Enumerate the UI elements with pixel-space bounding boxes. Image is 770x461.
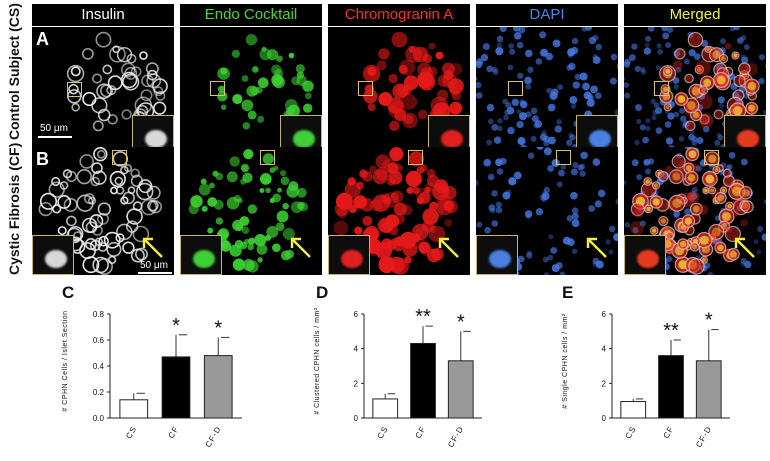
roi-box [508, 81, 523, 96]
y-tick-label: 6 [602, 310, 607, 319]
arrow-icon [142, 237, 163, 258]
micrograph-cs-endo-cocktail [180, 27, 322, 155]
scale-bar-label: 50 μm [140, 260, 168, 271]
zoom-inset [180, 235, 222, 275]
bar [372, 398, 399, 419]
channel-title-dapi: DAPI [476, 4, 618, 26]
zoom-inset [328, 235, 370, 275]
bar [203, 355, 233, 419]
channel-title-endo-cocktail: Endo Cocktail [180, 4, 322, 26]
significance-label: * [214, 317, 222, 339]
significance-label: * [457, 311, 465, 333]
micrograph-cs-chromogranin-a [328, 27, 470, 155]
chart-letter-d: D [316, 283, 329, 302]
scale-bar [138, 272, 172, 274]
micrograph-cf-dapi [476, 147, 618, 275]
arrow-icon [290, 237, 311, 258]
bar [161, 356, 191, 419]
channel-title-insulin: Insulin [32, 4, 174, 26]
x-tick-label: CF [662, 425, 676, 440]
y-tick-label: 4 [354, 345, 359, 354]
bar [447, 360, 474, 419]
bar [620, 401, 647, 419]
chart-letter-c: C [62, 283, 75, 302]
y-tick-label: 0.4 [93, 362, 105, 371]
chart-letter-e: E [562, 283, 574, 302]
significance-label: ** [415, 306, 431, 328]
y-tick-label: 0 [354, 414, 359, 423]
channel-title-chromogranin-a: Chromogranin A [328, 4, 470, 26]
zoom-inset [32, 235, 74, 275]
roi-box [654, 81, 669, 96]
arrow-icon [734, 237, 755, 258]
roi-box [704, 150, 719, 165]
x-tick-label: CS [624, 425, 638, 441]
significance-label: * [705, 310, 713, 332]
y-tick-label: 0.2 [93, 388, 105, 397]
bar [119, 399, 149, 419]
scale-bar-label: 50 μm [40, 123, 68, 134]
micrograph-cf-merged [624, 147, 766, 275]
roi-box [67, 82, 82, 97]
significance-label: ** [663, 320, 679, 342]
panel-letter-b: B [36, 149, 49, 169]
roi-box [408, 150, 423, 165]
significance-label: * [172, 315, 180, 337]
panel-letter-a: A [36, 29, 49, 49]
roi-box [556, 150, 571, 165]
arrow-icon [586, 237, 607, 258]
x-tick-label: CF-D [694, 425, 713, 450]
y-tick-label: 6 [354, 310, 359, 319]
micrograph-cf-chromogranin-a [328, 147, 470, 275]
scale-bar [38, 136, 72, 138]
roi-box [112, 150, 127, 165]
y-tick-label: 0.0 [93, 414, 105, 423]
y-tick-label: 2 [602, 379, 607, 388]
y-tick-label: 0.6 [93, 336, 105, 345]
arrow-icon [438, 237, 459, 258]
bar [658, 355, 684, 419]
roi-box [260, 150, 275, 165]
micrograph-cs-merged [624, 27, 766, 155]
channel-title-merged: Merged [624, 4, 766, 26]
bar [410, 342, 436, 419]
y-tick-label: 0 [602, 414, 607, 423]
micrograph-cf-insulin: B 50 μm [32, 147, 174, 275]
y-tick-label: 4 [602, 345, 607, 354]
micrograph-cf-endo-cocktail [180, 147, 322, 275]
zoom-inset [624, 235, 666, 275]
y-tick-label: 0.8 [93, 310, 105, 319]
y-tick-label: 2 [354, 379, 359, 388]
roi-box [210, 81, 225, 96]
zoom-inset [476, 235, 518, 275]
roi-box [358, 81, 373, 96]
bar [695, 360, 722, 419]
